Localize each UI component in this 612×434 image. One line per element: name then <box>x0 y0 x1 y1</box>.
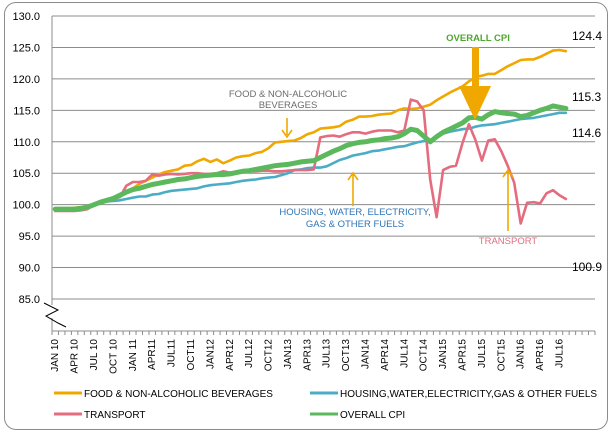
legend-label: HOUSING,WATER,ELECTRICITY,GAS & OTHER FU… <box>340 389 597 400</box>
x-tick-label: JAN 10 <box>50 339 61 372</box>
annotation-overall-cpi-label: OVERALL CPI <box>446 33 510 44</box>
x-tick-label: JAN13 <box>283 339 294 369</box>
end-value-label: 115.3 <box>572 90 601 104</box>
x-tick-label: JUL 10 <box>89 339 100 371</box>
annotation-food-label: FOOD & NON-ALCOHOLIC <box>229 89 347 100</box>
axis-break-icon <box>43 302 67 328</box>
x-tick-label: JUL12 <box>244 339 255 368</box>
x-tick-label: OCT 10 <box>108 339 119 374</box>
x-tick-label: JAN14 <box>361 339 372 369</box>
x-tick-label: JAN 11 <box>128 339 139 371</box>
end-value-label: 124.4 <box>572 29 602 43</box>
arrow-bold-shaft-icon <box>472 47 479 87</box>
series-line-housing-water-electricity-gas-other-fuels <box>53 111 568 211</box>
legend-label: OVERALL CPI <box>340 410 405 421</box>
annotation-food-label: BEVERAGES <box>259 100 318 111</box>
x-tick-label: OCT12 <box>264 339 275 372</box>
x-tick-label: JUL15 <box>477 339 488 368</box>
x-tick-label: JUL16 <box>554 339 565 368</box>
x-tick-label: JUL11 <box>167 339 178 368</box>
x-tick-label: OCT14 <box>419 339 430 372</box>
y-tick-label: 115.0 <box>13 105 40 117</box>
series-lines <box>52 48 569 225</box>
y-axis: 130.0 125.0 120.0 115.0 110.0 105.0 100.0 95.0 9… <box>12 11 67 331</box>
end-value-label: 100.9 <box>572 260 602 274</box>
x-tick-label: JUL14 <box>399 339 410 368</box>
x-tick-label: APR16 <box>535 339 546 371</box>
x-tick-label: OCT13 <box>341 339 352 372</box>
x-axis: JAN 10 APR 10 JUL 10 OCT 10 JAN 11 APR11 JUL11… <box>50 330 596 374</box>
annotation-housing-label: GAS & OTHER FUELS <box>306 219 404 230</box>
arrow-head-icon <box>502 168 514 178</box>
x-tick-label: JAN15 <box>438 339 449 369</box>
x-tick-label: OCT15 <box>496 339 507 372</box>
x-tick-label: APR 10 <box>70 339 81 374</box>
x-tick-label: APR14 <box>380 339 391 371</box>
y-tick-label: 130.0 <box>12 11 40 23</box>
y-tick-label: 100.0 <box>12 200 40 212</box>
x-tick-label: JUL13 <box>322 339 333 368</box>
y-tick-label: 85.0 <box>19 294 40 306</box>
x-tick-label: OCT11 <box>186 339 197 371</box>
x-tick-label: APR13 <box>302 339 313 371</box>
y-tick-label: 120.0 <box>12 74 40 86</box>
legend: FOOD & NON-ALCOHOLIC BEVERAGES HOUSING,WA… <box>54 389 597 421</box>
y-tick-label: 125.0 <box>12 42 40 54</box>
x-tick-label: JAN12 <box>205 339 216 369</box>
end-value-label: 114.6 <box>572 126 601 140</box>
y-tick-label: 110.0 <box>13 137 40 149</box>
annotation-housing-label: HOUSING, WATER, ELECTRICITY, <box>279 207 430 218</box>
x-tick-label: APR12 <box>225 339 236 371</box>
y-tick-label: 90.0 <box>19 263 40 275</box>
legend-label: TRANSPORT <box>84 410 146 421</box>
x-tick-label: APR15 <box>457 339 468 371</box>
x-tick-label: APR11 <box>147 339 158 370</box>
arrow-head-icon <box>281 129 293 139</box>
arrow-head-icon <box>347 171 359 181</box>
grid-lines <box>52 15 595 300</box>
series-line-overall-cpi <box>52 103 569 212</box>
y-tick-label: 105.0 <box>12 168 40 180</box>
y-tick-label: 95.0 <box>19 231 40 243</box>
end-labels: 124.4 115.3 100.9 114.6 <box>572 29 602 274</box>
arrow-bold-down-icon <box>459 86 491 120</box>
legend-label: FOOD & NON-ALCOHOLIC BEVERAGES <box>84 389 273 400</box>
annotation-transport-label: TRANSPORT <box>479 236 538 247</box>
series-line-transport <box>53 98 568 225</box>
series-line-food-non-alcoholic-beverages <box>53 48 568 210</box>
x-tick-label: JAN16 <box>516 339 527 369</box>
